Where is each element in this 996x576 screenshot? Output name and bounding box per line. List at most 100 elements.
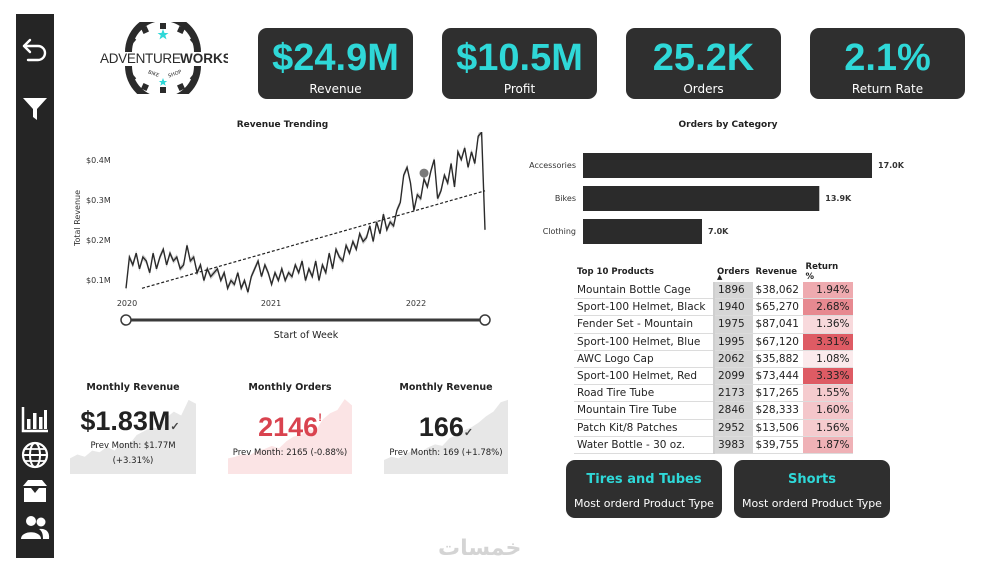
product-type-card-tires[interactable]: Tires and Tubes Most orderd Product Type (566, 460, 722, 518)
card-3-title: Monthly Revenue (399, 382, 493, 393)
kpi-orders-value: 25.2K (652, 37, 755, 79)
x-tick-2020: 2020 (117, 299, 137, 308)
product-type-shorts-title: Shorts (788, 472, 836, 487)
cell-revenue: $87,041 (752, 315, 803, 334)
date-slider-start-handle[interactable] (120, 314, 132, 326)
cell-return: 3.31% (802, 333, 853, 351)
users-icon[interactable] (20, 512, 50, 542)
cell-revenue: $13,506 (752, 419, 803, 437)
cell-return: 2.68% (802, 298, 853, 317)
product-type-tires-title: Tires and Tubes (586, 472, 702, 487)
back-arrow-icon[interactable] (20, 34, 50, 64)
table-row[interactable]: Sport-100 Helmet, Black 1940 $65,270 2.68% (574, 298, 853, 317)
cell-return: 1.56% (802, 419, 853, 437)
cell-orders: 1940 (713, 298, 753, 317)
table-row[interactable]: Patch Kit/8 Patches 2952 $13,506 1.56% (574, 419, 853, 437)
cell-product: Mountain Bottle Cage (574, 282, 714, 300)
cell-revenue: $73,444 (752, 367, 803, 386)
y-tick-0.2m: $0.2M (86, 236, 111, 245)
cell-product: Mountain Tire Tube (574, 401, 714, 420)
card-3-value-text: 166 (418, 412, 464, 442)
card-3-prev-month: Prev Month: 169 (+1.78%) (389, 448, 503, 458)
revenue-trend-line (141, 190, 486, 289)
orders-by-category-chart[interactable]: Accessories 17.0K Bikes 13.9K Clothing 7.0K (520, 140, 920, 250)
revenue-confidence-band (126, 132, 485, 296)
revenue-trending-title: Revenue Trending (236, 120, 329, 130)
kpi-orders-label: Orders (683, 82, 724, 96)
globe-icon[interactable] (20, 440, 50, 470)
card-1-title: Monthly Revenue (86, 382, 180, 393)
cell-orders: 3983 (713, 436, 753, 454)
cell-return: 1.36% (802, 315, 853, 334)
kpi-revenue-label: Revenue (309, 82, 362, 96)
cell-product: Sport-100 Helmet, Blue (574, 333, 714, 351)
date-slider-end-handle[interactable] (479, 314, 491, 326)
product-type-tires-sub: Most orderd Product Type (574, 497, 714, 510)
card-3-check-icon: ✓ (463, 427, 474, 439)
revenue-anomaly-marker[interactable] (419, 168, 429, 178)
table-row[interactable]: Fender Set - Mountain 1975 $87,041 1.36% (574, 315, 853, 334)
category-label-accessories: Accessories (529, 161, 576, 170)
cell-return: 1.60% (802, 401, 853, 420)
col-header-orders-label: Orders (717, 267, 750, 277)
col-header-revenue[interactable]: Revenue (755, 267, 798, 277)
y-tick-0.3m: $0.3M (86, 196, 111, 205)
x-tick-2022: 2022 (406, 299, 426, 308)
cell-orders: 2062 (713, 350, 753, 368)
cell-orders: 2952 (713, 419, 753, 437)
cell-return: 1.08% (802, 350, 853, 368)
card-2-value: 2146! (228, 412, 352, 443)
bar-chart-icon[interactable] (20, 404, 50, 434)
kpi-orders-card: 25.2K Orders (626, 28, 781, 99)
logo-text-right: WORKS (180, 51, 228, 66)
table-row[interactable]: Water Bottle - 30 oz. 3983 $39,755 1.87% (574, 436, 853, 454)
table-row[interactable]: Sport-100 Helmet, Red 2099 $73,444 3.33% (574, 367, 853, 386)
category-value-accessories: 17.0K (878, 161, 905, 170)
category-bar-accessories[interactable] (583, 153, 872, 178)
col-header-orders[interactable]: Orders ▲ (714, 262, 753, 282)
kpi-return-rate-value: 2.1% (844, 37, 931, 79)
cell-revenue: $39,755 (752, 436, 803, 454)
category-label-clothing: Clothing (543, 227, 576, 236)
table-row[interactable]: Mountain Bottle Cage 1896 $38,062 1.94% (574, 282, 853, 300)
table-row[interactable]: Road Tire Tube 2173 $17,265 1.55% (574, 384, 853, 403)
cell-return: 1.55% (802, 384, 853, 403)
filter-icon[interactable] (20, 94, 50, 124)
sidebar (16, 14, 54, 558)
cell-revenue: $38,062 (752, 282, 803, 300)
card-1-prev-month: Prev Month: $1.77M (90, 441, 176, 451)
box-icon[interactable] (20, 476, 50, 506)
category-bar-bikes[interactable] (583, 186, 820, 211)
card-3-sparkline (384, 399, 508, 474)
revenue-trending-chart[interactable]: Total Revenue $0.4M $0.3M $0.2M $0.1M 20… (66, 132, 506, 347)
y-tick-0.1m: $0.1M (86, 276, 111, 285)
cell-product: Road Tire Tube (574, 384, 714, 403)
table-row[interactable]: Sport-100 Helmet, Blue 1995 $67,120 3.31% (574, 333, 853, 351)
logo-sub-left: BIKE (147, 69, 160, 79)
kpi-profit-value: $10.5M (456, 37, 583, 79)
category-value-clothing: 7.0K (708, 227, 729, 236)
card-1-value-text: $1.83M (80, 406, 171, 436)
cell-revenue: $17,265 (752, 384, 803, 403)
product-type-shorts-sub: Most orderd Product Type (742, 497, 882, 510)
adventureworks-logo: ADVENTURE WORKS BIKE SHOP (100, 22, 228, 94)
card-3-value: 166✓ (384, 412, 508, 443)
cell-orders: 1975 (713, 315, 753, 334)
y-tick-0.4m: $0.4M (86, 156, 111, 165)
cell-return: 3.33% (802, 367, 853, 386)
cell-product: Sport-100 Helmet, Black (574, 298, 714, 317)
table-row[interactable]: Mountain Tire Tube 2846 $28,333 1.60% (574, 401, 853, 420)
kpi-return-rate-label: Return Rate (851, 82, 924, 96)
kpi-return-rate-card: 2.1% Return Rate (810, 28, 965, 99)
col-header-product[interactable]: Top 10 Products (577, 267, 654, 277)
table-row[interactable]: AWC Logo Cap 2062 $35,882 1.08% (574, 350, 853, 368)
cell-revenue: $65,270 (752, 298, 803, 317)
cell-orders: 2099 (713, 367, 753, 386)
category-bar-clothing[interactable] (583, 219, 702, 244)
sort-asc-icon: ▲ (717, 273, 723, 281)
cell-revenue: $28,333 (752, 401, 803, 420)
card-2-sparkline (228, 399, 352, 474)
revenue-series-line[interactable] (125, 132, 486, 293)
col-header-return[interactable]: Return % (805, 262, 839, 282)
product-type-card-shorts[interactable]: Shorts Most orderd Product Type (734, 460, 890, 518)
